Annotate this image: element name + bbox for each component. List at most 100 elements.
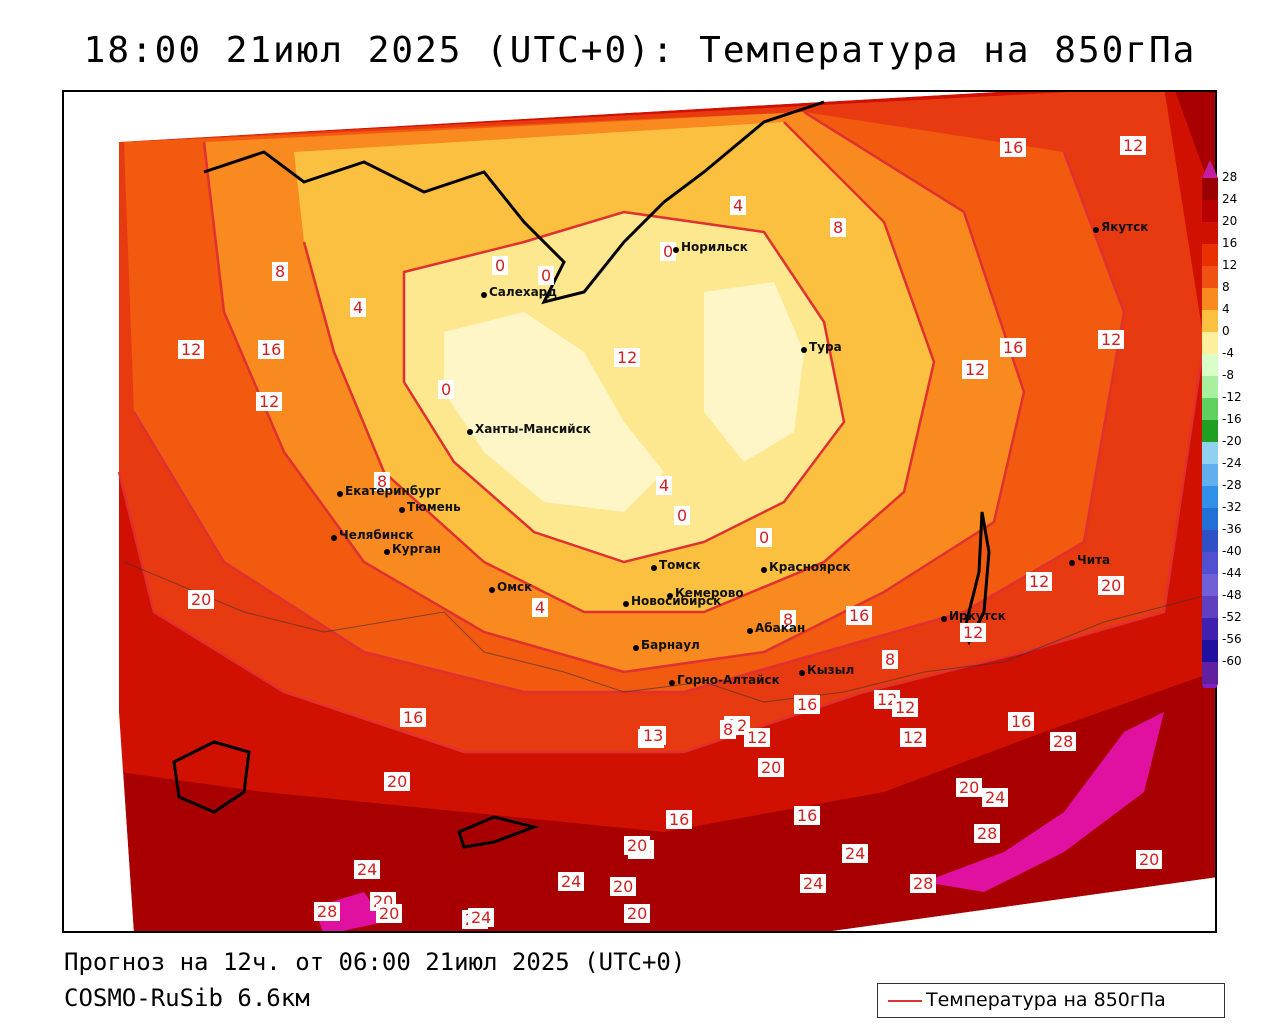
contour-label: 0 xyxy=(438,380,455,399)
contour-label: 12 xyxy=(892,698,919,717)
scale-swatch xyxy=(1202,662,1218,684)
city-label: Новосибирск xyxy=(631,594,722,608)
city-label: Красноярск xyxy=(769,560,851,574)
scale-swatch xyxy=(1202,178,1218,200)
contour-label: 12 xyxy=(614,348,641,367)
contour-label: 16 xyxy=(794,695,821,714)
contour-label: 28 xyxy=(910,874,937,893)
city-label: Барнаул xyxy=(641,638,700,652)
contour-label: 24 xyxy=(842,844,869,863)
scale-tick-label: -60 xyxy=(1222,654,1242,668)
scale-swatch xyxy=(1202,530,1218,552)
field-cold xyxy=(444,312,664,512)
city-dot xyxy=(761,567,767,573)
city-label: Курган xyxy=(392,542,441,556)
model-name: COSMO-RuSib 6.6км xyxy=(64,984,310,1012)
scale-tick-label: -24 xyxy=(1222,456,1242,470)
scale-tick-label: 12 xyxy=(1222,258,1238,272)
contour-label: 24 xyxy=(982,788,1009,807)
contour-label: 8 xyxy=(272,262,289,281)
scale-tick-label: -32 xyxy=(1222,500,1242,514)
legend: Температура на 850гПа xyxy=(877,983,1225,1018)
scale-tick-label: -20 xyxy=(1222,434,1242,448)
scale-tick-label: -44 xyxy=(1222,566,1242,580)
lake-baikal xyxy=(962,511,991,646)
scale-swatch xyxy=(1202,486,1218,508)
city-label: Чита xyxy=(1077,553,1111,567)
scale-swatch xyxy=(1202,596,1218,618)
scale-swatch xyxy=(1202,574,1218,596)
scale-swatch xyxy=(1202,640,1218,662)
field-extreme-2 xyxy=(314,892,384,931)
contour-label: 12 xyxy=(178,340,205,359)
city-dot xyxy=(799,670,805,676)
contour-label: 4 xyxy=(350,298,367,317)
contour-label: 24 xyxy=(800,874,827,893)
contour-label: 4 xyxy=(532,598,549,617)
city-dot xyxy=(467,429,473,435)
city-label: Томск xyxy=(659,558,701,572)
scale-tick-label: -40 xyxy=(1222,544,1242,558)
scale-tick-label: 0 xyxy=(1222,324,1230,338)
contour-label: 20 xyxy=(610,877,637,896)
city-dot xyxy=(337,491,343,497)
scale-tick-label: -52 xyxy=(1222,610,1242,624)
contour-label: 0 xyxy=(674,506,691,525)
city-label: Тура xyxy=(809,340,842,354)
temperature-map xyxy=(64,92,1215,931)
contour-label: 16 xyxy=(1000,338,1027,357)
contour-label: 8 xyxy=(374,472,391,491)
contour-label: 12 xyxy=(1120,136,1147,155)
contour-label: 16 xyxy=(1008,712,1035,731)
city-label: Иркутск xyxy=(949,609,1006,623)
scale-tick-label: 24 xyxy=(1222,192,1238,206)
contour-label: 16 xyxy=(794,806,821,825)
color-scale: 28 24 20 16 12 8 4 0 -4 -8 -12 -16 -20 -24 -28 -32 -36 -4… xyxy=(1200,158,1280,688)
scale-swatch xyxy=(1202,398,1218,420)
city-label: Тюмень xyxy=(407,500,461,514)
city-dot xyxy=(941,616,947,622)
contour-label: 8 xyxy=(720,720,737,739)
scale-swatch xyxy=(1202,618,1218,640)
scale-swatch xyxy=(1202,552,1218,574)
city-label: Ханты-Мансийск xyxy=(475,422,591,436)
scale-tick-label: 8 xyxy=(1222,280,1230,294)
contour-label: 24 xyxy=(468,908,495,927)
contour-label: 12 xyxy=(960,623,987,642)
scale-swatch xyxy=(1202,420,1218,442)
color-scale-bar xyxy=(1202,160,1218,688)
scale-top-arrow xyxy=(1202,160,1218,178)
city-label: Екатеринбург xyxy=(345,484,441,498)
city-dot xyxy=(669,680,675,686)
city-label: Норильск xyxy=(681,240,748,254)
city-dot xyxy=(623,601,629,607)
contour-12 xyxy=(132,151,1126,694)
scale-tick-label: -36 xyxy=(1222,522,1242,536)
contour-label: 16 xyxy=(666,810,693,829)
scale-tick-label: 4 xyxy=(1222,302,1230,316)
map-frame: 4 0 0 0 8 8 4 12 12 16 16 12 12 16 12 12 0 4 8 0 0 8 4 16 20 12 20… xyxy=(62,90,1217,933)
contour-label: 20 xyxy=(188,590,215,609)
scale-swatch xyxy=(1202,354,1218,376)
scale-tick-label: -56 xyxy=(1222,632,1242,646)
contour-label: 16 xyxy=(846,606,873,625)
city-dot xyxy=(1069,560,1075,566)
map-title: 18:00 21июл 2025 (UTC+0): Температура на… xyxy=(83,30,1197,71)
scale-swatch xyxy=(1202,442,1218,464)
contour-label: 24 xyxy=(558,872,585,891)
scale-swatch xyxy=(1202,288,1218,310)
contour-label: 16 xyxy=(400,708,427,727)
aral-sea xyxy=(172,740,251,814)
forecast-info: Прогноз на 12ч. от 06:00 21июл 2025 (UTC… xyxy=(64,948,686,976)
contour-label: 28 xyxy=(1050,732,1077,751)
contour-label: 4 xyxy=(730,196,747,215)
city-dot xyxy=(489,587,495,593)
coastline xyxy=(203,100,825,305)
city-label: Кемерово xyxy=(675,586,744,600)
scale-tick-label: -8 xyxy=(1222,368,1234,382)
contour-label: 0 xyxy=(538,266,555,285)
city-label: Кызыл xyxy=(807,663,855,677)
scale-tick-label: -16 xyxy=(1222,412,1242,426)
city-label: Омск xyxy=(497,580,533,594)
contour-label: 8 xyxy=(780,610,797,629)
